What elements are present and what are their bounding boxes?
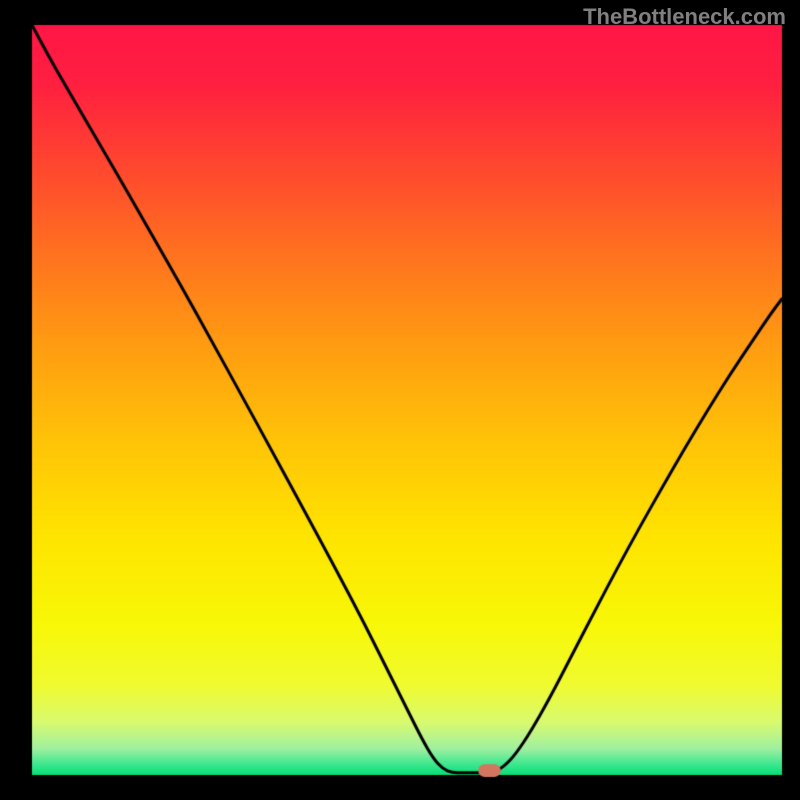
watermark-label: TheBottleneck.com xyxy=(583,4,786,30)
chart-container: TheBottleneck.com xyxy=(0,0,800,800)
bottleneck-chart-canvas xyxy=(0,0,800,800)
